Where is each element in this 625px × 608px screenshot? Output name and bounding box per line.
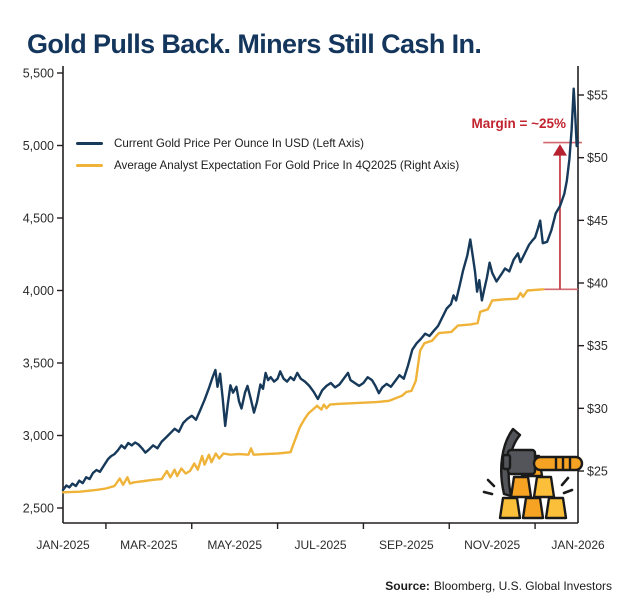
- x-axis-label: NOV-2025: [464, 538, 520, 552]
- right-axis-tick-label: $40: [587, 277, 608, 291]
- source-line: Source: Bloomberg, U.S. Global Investors: [385, 579, 612, 593]
- left-axis-tick-label: 5,500: [23, 67, 54, 81]
- x-axis-label: MAY-2025: [207, 538, 262, 552]
- series-line: [61, 87, 580, 492]
- margin-annotation-label: Margin = ~25%: [471, 116, 566, 131]
- source-text: Bloomberg, U.S. Global Investors: [433, 579, 612, 593]
- chart-legend: Current Gold Price Per Ounce In USD (Lef…: [76, 137, 459, 181]
- left-axis-tick-label: 5,000: [23, 139, 54, 153]
- source-label: Source:: [385, 579, 430, 593]
- left-axis-tick-label: 4,000: [23, 284, 54, 298]
- navy-line-swatch-icon: [76, 141, 103, 146]
- axes-layer: 2,500 3,000 3,500 4,000 4,500 5,000 5,500 $25 $3…: [23, 66, 608, 552]
- gold-line-swatch-icon: [76, 163, 103, 168]
- legend-label: Average Analyst Expectation For Gold Pri…: [114, 159, 460, 172]
- miner-icon: [482, 427, 584, 520]
- right-axis-tick-label: $55: [587, 89, 608, 103]
- x-axis-label: JUL-2025: [294, 538, 346, 552]
- margin-arrow: [543, 141, 582, 291]
- pickaxe-icon: [500, 427, 584, 498]
- legend-item-analyst-expectation: Average Analyst Expectation For Gold Pri…: [76, 159, 459, 172]
- right-axis-tick-label: $35: [587, 339, 608, 353]
- margin-arrowhead-icon: [552, 144, 567, 156]
- x-axis-label: JAN-2025: [36, 538, 90, 552]
- left-axis-tick-label: 3,000: [23, 429, 54, 443]
- sparkle-icon: [482, 476, 574, 496]
- x-axis-label: MAR-2025: [120, 538, 178, 552]
- left-axis-tick-label: 4,500: [23, 212, 54, 226]
- left-axis-tick-label: 3,500: [23, 357, 54, 371]
- right-axis-tick-label: $25: [587, 465, 608, 479]
- series-layer: [61, 87, 580, 494]
- x-axis-label: JAN-2026: [551, 538, 605, 552]
- x-axis-label: SEP-2025: [379, 538, 434, 552]
- chart-title: Gold Pulls Back. Miners Still Cash In.: [27, 29, 482, 60]
- legend-item-gold-price: Current Gold Price Per Ounce In USD (Lef…: [76, 137, 459, 150]
- legend-label: Current Gold Price Per Ounce In USD (Lef…: [114, 137, 365, 150]
- right-axis-tick-label: $30: [587, 402, 608, 416]
- right-axis-tick-label: $50: [587, 151, 608, 165]
- series-line: [61, 288, 545, 494]
- right-axis-tick-label: $45: [587, 214, 608, 228]
- left-axis-tick-label: 2,500: [23, 502, 54, 516]
